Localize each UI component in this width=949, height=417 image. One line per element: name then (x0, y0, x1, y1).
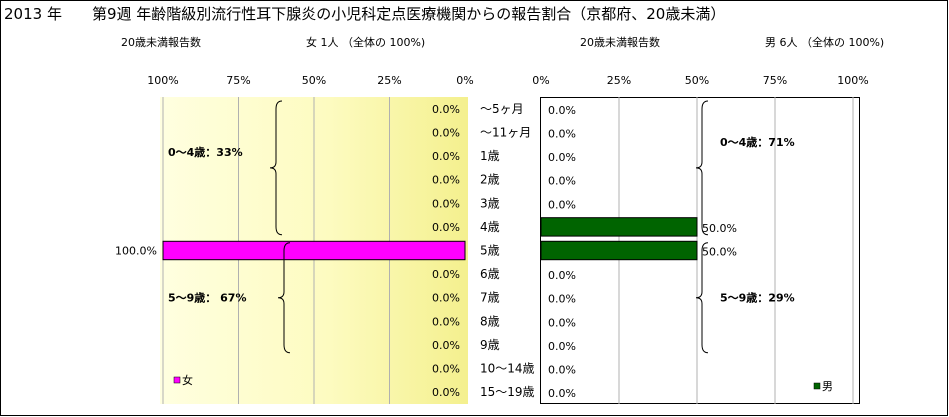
male-value-label: 0.0% (548, 104, 576, 117)
male-value-label: 0.0% (548, 269, 576, 282)
male-group-brace (695, 242, 709, 354)
male-value-label: 0.0% (548, 151, 576, 164)
female-count-text: 女 1人 （全体の 100%) (306, 36, 426, 49)
age-label: 10～14歳 (480, 362, 535, 376)
age-label: 3歳 (480, 196, 500, 210)
male-bar (540, 217, 698, 237)
left-tick-label: 75% (226, 74, 250, 87)
female-legend-swatch (173, 376, 181, 384)
male-count-heading: 20歳未満報告数 (580, 36, 660, 49)
female-group-label: 0～4歳：33% (168, 145, 243, 159)
male-value-label: 0.0% (548, 340, 576, 353)
female-group-brace (277, 242, 291, 354)
male-group-label: 0～4歳：71% (720, 135, 795, 149)
male-value-label: 0.0% (548, 364, 576, 377)
female-bar (162, 240, 466, 261)
male-legend-swatch (813, 382, 821, 390)
male-value-label: 0.0% (548, 387, 576, 400)
female-value-label: 0.0% (432, 126, 460, 139)
age-label: 4歳 (480, 220, 500, 234)
female-value-label: 0.0% (432, 339, 460, 352)
right-tick-label: 0% (532, 74, 549, 87)
right-tick-label: 25% (607, 74, 631, 87)
left-tick-label: 25% (377, 74, 401, 87)
female-group-brace (269, 100, 283, 236)
female-legend-label: 女 (182, 373, 193, 387)
age-label: 7歳 (480, 291, 500, 305)
female-value-label: 0.0% (432, 268, 460, 281)
male-count-text: 男 6人 （全体の 100%) (765, 36, 885, 49)
female-value-label: 0.0% (432, 363, 460, 376)
age-label: 8歳 (480, 314, 500, 328)
female-value-label: 0.0% (432, 103, 460, 116)
male-value-label: 50.0% (702, 246, 737, 259)
male-group-label: 5～9歳：29% (720, 291, 795, 305)
female-value-label: 100.0% (115, 245, 157, 258)
age-label: ～5ヶ月 (480, 102, 524, 116)
age-label: 5歳 (480, 244, 500, 258)
age-label: 9歳 (480, 338, 500, 352)
male-value-label: 0.0% (548, 293, 576, 306)
female-value-label: 0.0% (432, 150, 460, 163)
age-label: 1歳 (480, 149, 500, 163)
female-value-label: 0.0% (432, 221, 460, 234)
left-tick-label: 50% (302, 74, 326, 87)
female-value-label: 0.0% (432, 292, 460, 305)
female-value-label: 0.0% (432, 386, 460, 399)
male-value-label: 0.0% (548, 316, 576, 329)
female-value-label: 0.0% (432, 197, 460, 210)
male-value-label: 0.0% (548, 175, 576, 188)
male-value-label: 50.0% (702, 222, 737, 235)
female-value-label: 0.0% (432, 174, 460, 187)
right-tick-label: 50% (685, 74, 709, 87)
male-bar (540, 240, 698, 261)
female-group-label: 5～9歳： 67% (168, 291, 246, 305)
age-label: ～11ヶ月 (480, 125, 531, 139)
male-group-brace (695, 100, 709, 236)
age-label: 6歳 (480, 267, 500, 281)
chart-title: 2013 年 第9週 年齢階級別流行性耳下腺炎の小児科定点医療機関からの報告割合… (4, 5, 726, 23)
female-value-label: 0.0% (432, 315, 460, 328)
left-tick-label: 0% (456, 74, 473, 87)
male-value-label: 0.0% (548, 127, 576, 140)
left-tick-label: 100% (147, 74, 178, 87)
male-legend-label: 男 (822, 380, 833, 393)
right-tick-label: 100% (837, 74, 868, 87)
female-count-heading: 20歳未満報告数 (121, 36, 201, 49)
male-value-label: 0.0% (548, 198, 576, 211)
age-label: 2歳 (480, 173, 500, 187)
age-label: 15～19歳 (480, 385, 535, 399)
right-tick-label: 75% (763, 74, 787, 87)
